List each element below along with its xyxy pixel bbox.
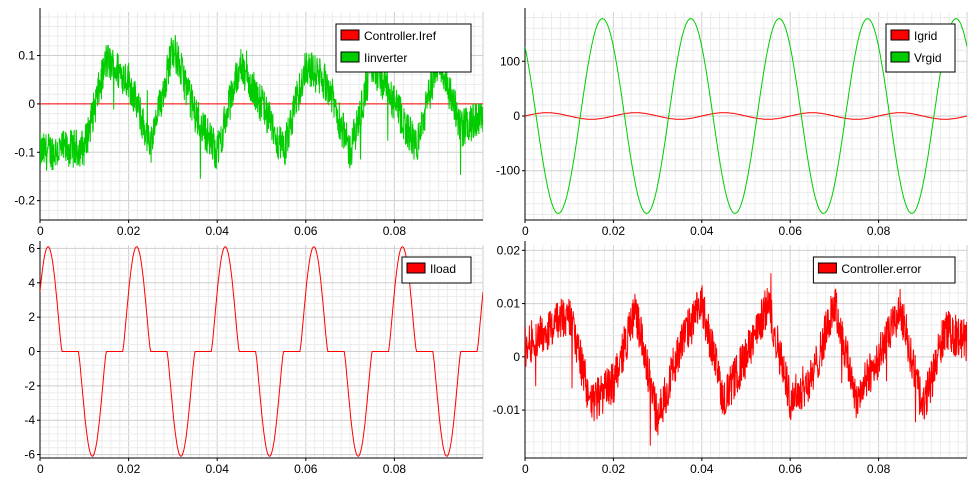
x-tick-label: 0.04	[206, 224, 230, 238]
legend-swatch	[890, 51, 910, 63]
y-tick-label: -4	[24, 413, 35, 427]
legend-label: Iload	[430, 262, 456, 276]
x-tick-label: 0.08	[867, 462, 891, 476]
y-tick-label: 0.1	[18, 49, 35, 63]
x-tick-label: 0	[522, 224, 529, 238]
y-tick-label: 100	[500, 54, 520, 68]
legend: Igrid Vrgid	[885, 23, 956, 73]
legend-label: Controller.Iref	[364, 29, 437, 43]
x-tick-label: 0	[37, 462, 44, 476]
y-tick-label: -0.2	[14, 194, 35, 208]
x-tick-label: 0.06	[779, 224, 803, 238]
x-tick-label: 0.02	[602, 462, 626, 476]
legend-swatch	[406, 262, 426, 274]
legend-swatch	[340, 51, 360, 63]
x-tick-label: 0.04	[690, 462, 714, 476]
y-tick-label: 0	[28, 97, 35, 111]
x-tick-label: 0	[37, 224, 44, 238]
y-tick-label: 0	[28, 345, 35, 359]
plot-panel-3: 0 0.02 0.04 0.06 0.08 6 4 2 0 -2 -4 -6 Iload	[24, 241, 484, 476]
legend-box	[401, 256, 472, 284]
y-tick-label: 0.01	[497, 297, 521, 311]
legend-swatch	[890, 29, 910, 41]
legend-label: Vrgid	[914, 51, 942, 65]
plot-panel-1: 0 0.02 0.04 0.06 0.08 0.1 0 -0.1 -0.2 Controller.…	[14, 8, 484, 238]
y-tick-label: 2	[28, 310, 35, 324]
y-tick-label: 0	[513, 109, 520, 123]
grid	[39, 12, 484, 221]
x-tick-label: 0.06	[779, 462, 803, 476]
y-tick-label: 6	[28, 241, 35, 255]
legend: Controller.error	[812, 256, 956, 284]
x-tick-label: 0.04	[690, 224, 714, 238]
x-tick-label: 0.06	[294, 462, 318, 476]
series-line-iinverter	[40, 34, 483, 179]
series-line-controller-error	[525, 273, 967, 446]
y-tick-label: 4	[28, 276, 35, 290]
y-tick-label: 0	[513, 350, 520, 364]
legend: Iload	[401, 256, 472, 284]
x-tick-label: 0	[522, 462, 529, 476]
plot-panel-4: 0 0.02 0.04 0.06 0.08 0.02 0.01 0 -0.01 Controlle…	[493, 241, 968, 476]
series-line-igrid	[525, 112, 967, 120]
x-tick-label: 0.02	[602, 224, 626, 238]
x-tick-label: 0.02	[117, 462, 141, 476]
legend-label: Controller.error	[841, 262, 921, 276]
y-tick-label: -6	[24, 448, 35, 462]
series-line-vrgid	[525, 18, 967, 214]
plot-panel-2: 0 0.02 0.04 0.06 0.08 100 0 -100 Igrid Vrgid	[496, 8, 968, 238]
y-tick-label: 0.02	[497, 243, 521, 257]
x-tick-label: 0.06	[294, 224, 318, 238]
legend-swatch	[817, 262, 837, 274]
legend-label: Iinverter	[364, 51, 407, 65]
y-tick-label: -0.01	[493, 403, 521, 417]
legend-box	[812, 256, 956, 284]
x-tick-label: 0.08	[383, 224, 407, 238]
y-tick-label: -0.1	[14, 145, 35, 159]
legend-label: Igrid	[914, 29, 937, 43]
y-tick-label: -100	[496, 164, 520, 178]
x-tick-label: 0.02	[117, 224, 141, 238]
legend: Controller.Iref Iinverter	[335, 23, 472, 73]
x-tick-label: 0.08	[383, 462, 407, 476]
x-tick-label: 0.04	[206, 462, 230, 476]
y-tick-label: -2	[24, 379, 35, 393]
legend-swatch	[340, 29, 360, 41]
x-tick-label: 0.08	[867, 224, 891, 238]
